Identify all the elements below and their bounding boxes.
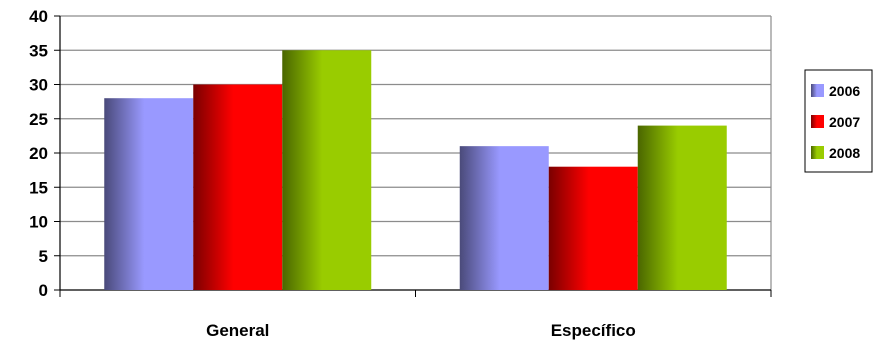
y-tick-label: 20 — [29, 144, 48, 163]
bar-2008-1 — [637, 125, 727, 290]
legend-swatch — [811, 146, 824, 159]
y-tick-label: 30 — [29, 76, 48, 95]
axis-labels: 0 5 10 15 20 25 30 35 40 General Específico — [29, 7, 636, 340]
y-tick-label: 5 — [39, 247, 48, 266]
y-tick-label: 35 — [29, 41, 48, 60]
legend-label: 2006 — [829, 83, 860, 99]
y-tick-label: 25 — [29, 110, 48, 129]
y-tick-label: 10 — [29, 213, 48, 232]
bar-2006-1 — [459, 146, 549, 290]
legend-swatch — [811, 84, 824, 97]
legend-label: 2007 — [829, 114, 860, 130]
bars — [104, 50, 727, 290]
bar-2007-1 — [548, 166, 638, 290]
bar-2007-0 — [193, 84, 283, 290]
y-tick-label: 15 — [29, 178, 48, 197]
legend-label: 2008 — [829, 145, 860, 161]
x-category-label: General — [206, 321, 269, 340]
x-category-label: Específico — [551, 321, 636, 340]
legend-swatch — [811, 115, 824, 128]
y-tick-label: 0 — [39, 281, 48, 300]
bar-2008-0 — [282, 50, 372, 290]
y-tick-label: 40 — [29, 7, 48, 26]
bar-2006-0 — [104, 98, 194, 290]
legend: 2006 2007 2008 — [804, 69, 873, 173]
